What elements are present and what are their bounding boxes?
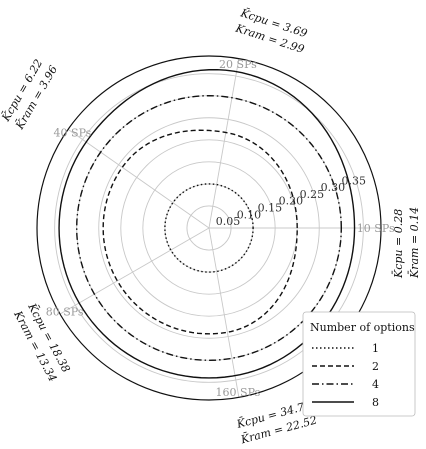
angular-spoke: [59, 227, 210, 315]
legend: Number of options 1 2 4 8: [302, 311, 416, 417]
series-line-4: [75, 94, 343, 362]
outer-boundary: [36, 55, 382, 401]
series-line-2: [102, 129, 298, 335]
legend-entries: 1 2 4 8: [312, 342, 379, 409]
annotation-20-sps: K̄cpu = 3.69 Kram = 2.99: [233, 6, 309, 56]
radial-tick-labels: 0.050.100.150.200.250.300.35: [216, 174, 366, 228]
angular-label: 160 SPs: [216, 386, 261, 399]
legend-label-1: 1: [372, 342, 379, 355]
angular-spoke: [208, 58, 240, 229]
series-line-8: [58, 68, 356, 379]
legend-title: Number of options: [310, 321, 415, 334]
radial-tick-label: 0.25: [300, 188, 325, 201]
angular-label: 20 SPs: [219, 58, 257, 71]
angular-spokes: [59, 58, 381, 398]
angular-spoke: [208, 227, 240, 398]
legend-box: [302, 311, 416, 417]
radial-tick-label: 0.10: [237, 208, 262, 221]
radial-tick-label: 0.30: [321, 181, 346, 194]
annotation-40-sps: K̄cpu = 6.22 K̄ram = 3.96: [0, 57, 60, 132]
annotation-10-cpu: K̄cpu = 0.28: [392, 209, 405, 279]
radial-tick-label: 0.15: [258, 202, 283, 215]
legend-label-2: 2: [372, 360, 379, 373]
legend-label-4: 4: [372, 378, 379, 391]
radial-tick-label: 0.35: [342, 174, 367, 187]
legend-label-8: 8: [372, 396, 379, 409]
annotation-10-ram: K̄ram = 0.14: [408, 207, 421, 279]
angular-label: 40 SPs: [54, 126, 92, 139]
angular-label: 10 SPs: [357, 222, 395, 235]
annotation-10-sps: K̄cpu = 0.28 K̄ram = 0.14: [392, 207, 421, 279]
radial-tick-label: 0.20: [279, 195, 304, 208]
angular-label: 80 SPs: [46, 305, 84, 318]
series-curves: [58, 68, 356, 379]
radial-tick-label: 0.05: [216, 215, 241, 228]
angular-spoke: [67, 128, 210, 229]
angular-labels: 10 SPs 20 SPs 40 SPs 80 SPs 160 SPs: [46, 58, 395, 399]
